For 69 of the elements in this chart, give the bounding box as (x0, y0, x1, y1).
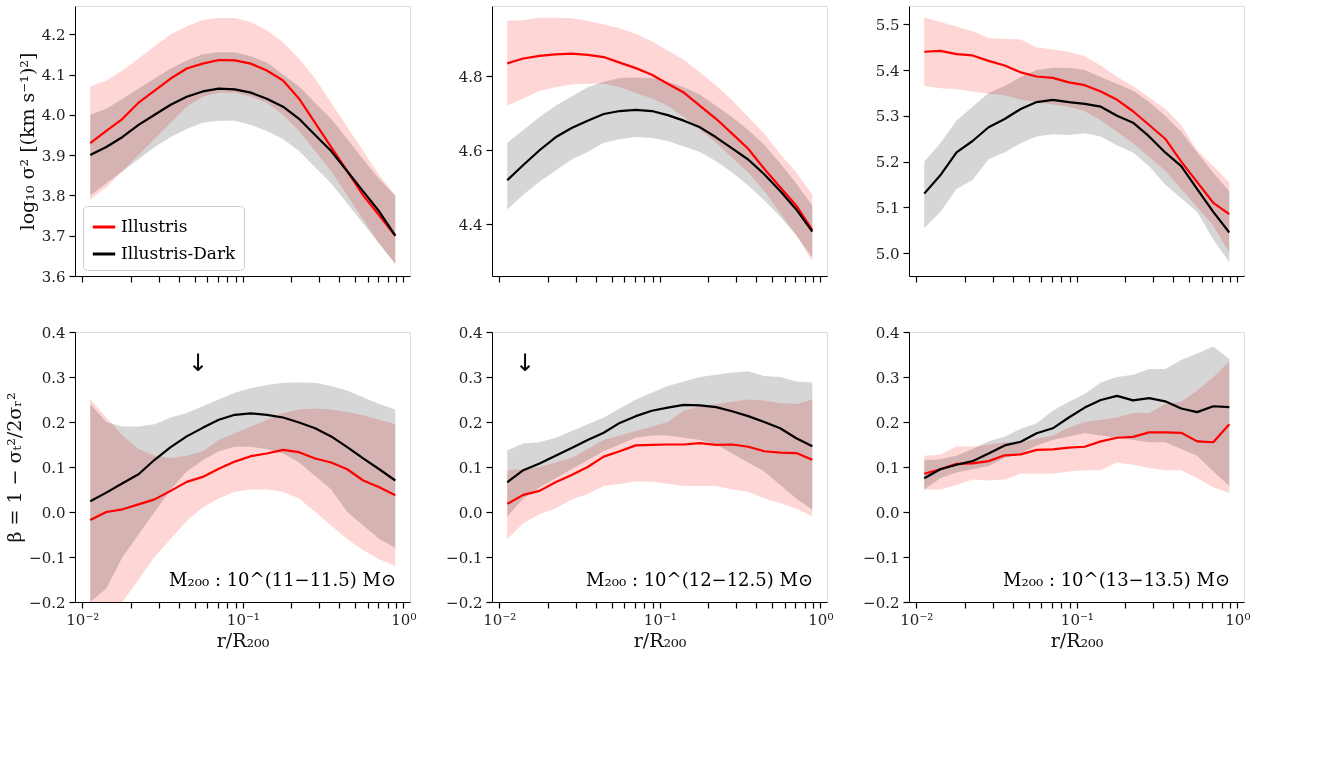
y-tick-label: 3.6 (41, 267, 66, 286)
x-axis-title: r/R₂₀₀ (216, 628, 270, 651)
x-axis-title: r/R₂₀₀ (1050, 628, 1104, 651)
annotation: M₂₀₀ : 10^(13−13.5) M⊙ (1003, 569, 1230, 590)
y-tick-label: 0.2 (458, 413, 483, 432)
y-tick-label: 5.2 (875, 153, 900, 172)
y-tick-label: 3.9 (41, 146, 66, 165)
line-series (923, 394, 1231, 480)
line-series (506, 108, 814, 233)
y-tick-label: 4.2 (41, 25, 66, 44)
x-tick-label: 10⁻² (483, 610, 517, 629)
y-tick-label: 5.1 (875, 198, 900, 217)
y-axis-title: log₁₀ σ² [(km s⁻¹)²] (15, 52, 38, 231)
x-tick-label: 10⁻¹ (643, 610, 677, 629)
y-tick-label: 0.0 (875, 503, 900, 522)
y-tick-label: 0.2 (875, 413, 900, 432)
y-tick-label: 5.0 (875, 244, 900, 263)
annotation: M₂₀₀ : 10^(11−11.5) M⊙ (169, 569, 396, 590)
y-axis-title: β = 1 − σₜ²/2σᵣ² (3, 392, 26, 543)
y-tick-label: 0.1 (41, 458, 66, 477)
line-series (923, 98, 1231, 234)
line-series (923, 49, 1231, 216)
y-tick-label: 0.1 (458, 458, 483, 477)
line-series (89, 412, 397, 503)
y-tick-label: 4.1 (41, 66, 66, 85)
line-series (506, 442, 814, 505)
y-tick-label: 5.4 (875, 61, 900, 80)
y-tick-label: 4.6 (458, 141, 483, 160)
y-tick-label: 0.3 (41, 368, 66, 387)
line-series (506, 403, 814, 484)
annotation: ↓ (187, 349, 209, 377)
y-tick-label: 4.0 (41, 106, 66, 125)
annotation: M₂₀₀ : 10^(12−12.5) M⊙ (586, 569, 813, 590)
x-tick-label: 10⁻² (900, 610, 934, 629)
line-series (89, 87, 397, 237)
y-tick-label: 3.8 (41, 186, 66, 205)
y-tick-label: −0.2 (29, 593, 66, 612)
y-tick-label: 0.4 (41, 323, 66, 342)
y-tick-label: 4.8 (458, 67, 483, 86)
y-tick-label: 0.3 (458, 368, 483, 387)
line-series (923, 423, 1231, 475)
x-tick-label: 10⁻¹ (226, 610, 260, 629)
y-tick-label: 0.0 (458, 503, 483, 522)
x-tick-label: 10⁻² (66, 610, 100, 629)
x-tick-label: 10⁰ (808, 610, 834, 629)
y-tick-label: 0.2 (41, 413, 66, 432)
annotation: ↓ (514, 349, 536, 377)
y-tick-label: −0.2 (863, 593, 900, 612)
y-tick-label: 3.7 (41, 227, 66, 246)
line-series (89, 448, 397, 522)
legend-label: Illustris-Dark (121, 243, 237, 263)
y-tick-label: −0.1 (863, 548, 900, 567)
y-tick-label: 5.5 (875, 15, 900, 34)
x-tick-label: 10⁰ (1225, 610, 1251, 629)
y-tick-label: −0.1 (29, 548, 66, 567)
x-tick-label: 10⁰ (391, 610, 417, 629)
y-tick-label: 5.3 (875, 107, 900, 126)
y-tick-label: 0.1 (875, 458, 900, 477)
y-tick-label: 4.4 (458, 215, 483, 234)
legend-label: Illustris (121, 216, 188, 236)
y-tick-label: 0.3 (875, 368, 900, 387)
y-tick-label: 0.4 (458, 323, 483, 342)
x-axis-title: r/R₂₀₀ (633, 628, 687, 651)
y-tick-label: 0.0 (41, 503, 66, 522)
x-tick-label: 10⁻¹ (1060, 610, 1094, 629)
y-tick-label: −0.2 (446, 593, 483, 612)
line-series (506, 52, 814, 231)
y-tick-label: 0.4 (875, 323, 900, 342)
y-tick-label: −0.1 (446, 548, 483, 567)
